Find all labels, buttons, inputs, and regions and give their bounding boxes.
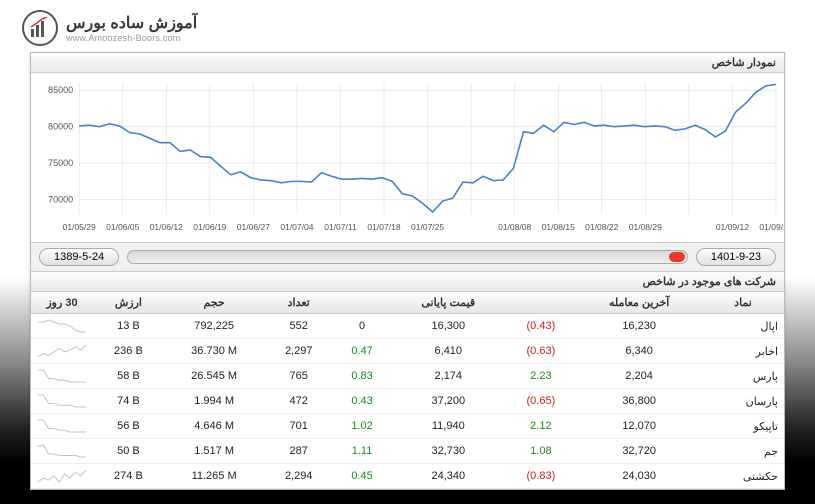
- svg-text:01/05/29: 01/05/29: [63, 222, 96, 232]
- svg-text:01/09/12: 01/09/12: [716, 222, 749, 232]
- brand-logo: آموزش ساده بورس www.Amoozesh-Boors.com: [22, 10, 197, 46]
- svg-text:01/07/04: 01/07/04: [280, 222, 313, 232]
- table-row[interactable]: پارس2,2042.232,1740.8376526.545 M58 B: [31, 364, 784, 389]
- index-chart[interactable]: 70000 75000 80000 85000 01/05/29 01/06/05 01/0…: [31, 73, 784, 243]
- sparkline: [31, 464, 93, 489]
- svg-text:01/08/08: 01/08/08: [498, 222, 531, 232]
- column-header[interactable]: آخرین معامله: [576, 292, 702, 314]
- svg-text:01/08/29: 01/08/29: [629, 222, 662, 232]
- column-header[interactable]: قیمت پایانی: [391, 292, 505, 314]
- svg-text:85000: 85000: [48, 85, 73, 95]
- table-row[interactable]: جم32,7201.0832,7301.112871.517 M50 B: [31, 439, 784, 464]
- sparkline: [31, 389, 93, 414]
- sparkline: [31, 439, 93, 464]
- svg-text:01/07/18: 01/07/18: [367, 222, 400, 232]
- sparkline: [31, 364, 93, 389]
- slider-track[interactable]: [127, 250, 688, 264]
- svg-text:01/06/19: 01/06/19: [193, 222, 226, 232]
- end-date-pill[interactable]: 1401-9-23: [696, 248, 776, 266]
- column-header[interactable]: حجم: [164, 292, 265, 314]
- chart-title: نمودار شاخص: [31, 53, 784, 73]
- date-range-slider: 1401-9-23 1389-5-24: [31, 243, 784, 272]
- table-row[interactable]: اپال16,230(0.43)16,3000552792,22513 B: [31, 314, 784, 339]
- main-panel: نمودار شاخص 70000 75000 80000 85000 01/05/29…: [30, 52, 785, 490]
- svg-text:01/09/19: 01/09/19: [759, 222, 784, 232]
- svg-text:80000: 80000: [48, 122, 73, 132]
- column-header[interactable]: تعداد: [264, 292, 333, 314]
- table-row[interactable]: اخابر6,340(0.63)6,4100.472,29736.730 M23…: [31, 339, 784, 364]
- logo-icon: [22, 10, 58, 46]
- svg-text:70000: 70000: [48, 195, 73, 205]
- start-date-pill[interactable]: 1389-5-24: [39, 248, 119, 266]
- logo-url: www.Amoozesh-Boors.com: [66, 33, 197, 43]
- svg-text:01/07/25: 01/07/25: [411, 222, 444, 232]
- svg-text:75000: 75000: [48, 158, 73, 168]
- column-header[interactable]: نماد: [702, 292, 784, 314]
- slider-thumb[interactable]: [669, 252, 685, 262]
- column-header[interactable]: ارزش: [93, 292, 164, 314]
- companies-table: نمادآخرین معامله قیمت پایانی تعدادحجمارزش3…: [31, 292, 784, 489]
- table-row[interactable]: تاپیکو12,0702.1211,9401.027014.646 M56 B: [31, 414, 784, 439]
- table-row[interactable]: حکشتی24,030(0.83)24,3400.452,29411.265 M…: [31, 464, 784, 489]
- svg-text:01/08/15: 01/08/15: [542, 222, 575, 232]
- table-row[interactable]: پارسان36,800(0.65)37,2000.434721.994 M74…: [31, 389, 784, 414]
- column-header[interactable]: [505, 292, 576, 314]
- svg-text:01/08/22: 01/08/22: [585, 222, 618, 232]
- column-header[interactable]: [333, 292, 391, 314]
- sparkline: [31, 314, 93, 339]
- sparkline: [31, 414, 93, 439]
- svg-text:01/06/12: 01/06/12: [150, 222, 183, 232]
- table-title: شرکت های موجود در شاخص: [31, 272, 784, 292]
- svg-text:01/06/27: 01/06/27: [237, 222, 270, 232]
- svg-text:01/07/11: 01/07/11: [324, 222, 357, 232]
- logo-title: آموزش ساده بورس: [66, 13, 197, 33]
- sparkline: [31, 339, 93, 364]
- column-header[interactable]: 30 روز: [31, 292, 93, 314]
- svg-text:01/06/05: 01/06/05: [106, 222, 139, 232]
